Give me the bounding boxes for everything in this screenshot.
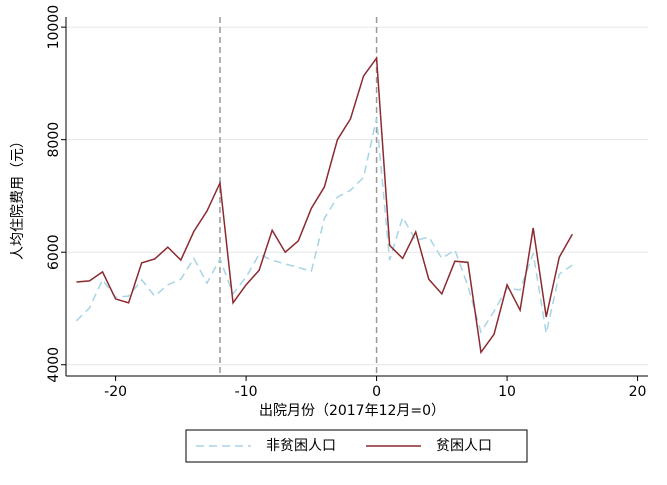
series-line (75, 118, 573, 334)
legend-box (185, 429, 528, 463)
x-tick-label: -20 (104, 384, 127, 400)
legend-label: 非贫困人口 (266, 438, 336, 454)
x-axis-label: 出院月份（2017年12月=0） (259, 403, 445, 419)
legend-label: 贫困人口 (436, 438, 492, 454)
x-tick-label: 10 (498, 384, 516, 400)
y-tick-label: 4000 (46, 347, 62, 383)
x-tick-label: -10 (235, 384, 258, 400)
y-tick-label: 8000 (46, 122, 62, 158)
y-tick-label: 10000 (46, 5, 62, 50)
x-tick-label: 20 (629, 384, 647, 400)
y-tick-label: 6000 (46, 234, 62, 270)
series-line (76, 55, 573, 355)
y-axis-label: 人均住院费用（元） (10, 134, 26, 260)
x-tick-label: 0 (372, 384, 381, 400)
